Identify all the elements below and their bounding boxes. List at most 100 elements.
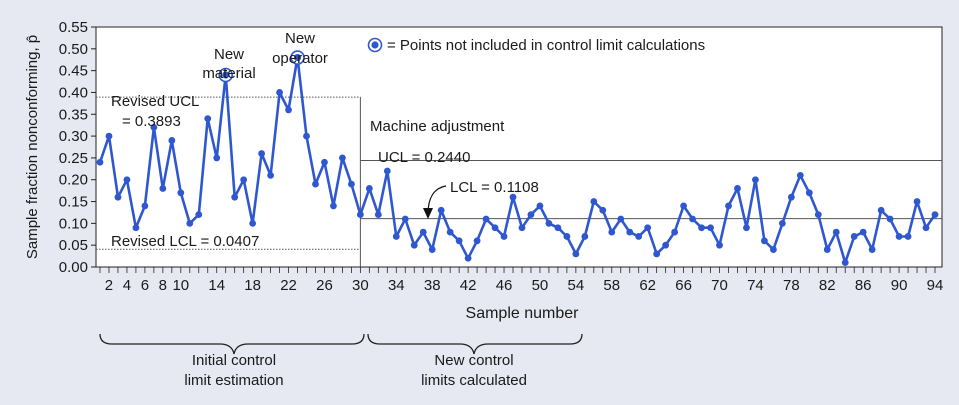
data-point [383,167,391,175]
data-point [644,224,652,232]
data-point [877,206,885,214]
plot-area [95,26,943,268]
data-point [410,241,418,249]
x-tick-label: 70 [711,277,728,294]
y-tick-label: 0.45 [59,63,88,80]
initial-phase-label-line2: limit estimation [184,372,283,389]
data-point [752,176,759,184]
data-point [590,198,598,205]
ucl-label: UCL = 0.2440 [378,149,470,166]
data-point [446,228,454,236]
data-point [913,198,921,205]
data-point [599,206,607,214]
data-point [392,233,400,240]
data-point [105,132,113,140]
data-point [680,202,688,210]
y-tick-label: 0.10 [59,215,88,232]
initial-phase-label-line1: Initial control [192,352,276,369]
data-point [734,185,741,192]
new-limits-phase-brace [367,333,583,355]
data-point [707,224,714,232]
x-tick-label: 14 [208,277,225,294]
data-point [96,158,104,166]
data-point [904,233,912,240]
data-point [653,250,661,258]
data-point [518,224,526,232]
x-tick-label: 54 [568,277,585,294]
data-point [814,211,822,219]
new-limits-phase-label-line2: limits calculated [421,372,527,389]
x-tick-label: 42 [460,277,477,294]
x-tick-label: 38 [424,277,441,294]
x-tick-label: 4 [123,277,131,294]
data-point [204,115,212,123]
data-point [563,233,571,240]
x-tick-label: 78 [783,277,800,294]
y-tick-label: 0.15 [59,194,88,211]
data-point [276,89,283,96]
data-point [186,219,194,227]
y-tick-label: 0.55 [59,19,88,36]
x-tick-label: 66 [675,277,692,294]
x-tick-label: 62 [639,277,656,294]
y-axis-ticks: 0.00 0.05 0.10 0.15 0.20 0.25 0.30 0.35 0.40 0.45… [59,19,96,276]
data-point [258,150,266,157]
data-point [123,176,131,184]
data-point [527,211,535,219]
x-tick-label: 94 [927,277,944,294]
data-point [168,137,176,144]
data-point [159,185,167,192]
x-tick-label: 10 [172,277,189,294]
y-tick-label: 0.40 [59,84,88,101]
data-point [716,241,723,249]
x-tick-label: 8 [159,277,167,294]
x-tick-label: 50 [532,277,549,294]
data-point [419,228,427,236]
annotation-new-material-line1: New [214,46,244,63]
data-point [617,215,625,223]
x-tick-label: 18 [244,277,261,294]
data-point [931,211,939,219]
new-limits-phase-label-line1: New control [434,352,513,369]
data-point [303,132,310,140]
data-point [581,233,589,240]
data-point [608,228,616,236]
y-tick-label: 0.25 [59,150,88,167]
annotation-new-material-line2: material [202,65,255,82]
lcl-pointer-arrowhead-icon [423,208,433,219]
data-point [500,233,508,240]
legend-marker-dot [371,41,379,49]
y-axis-label: Sample fraction nonconforming, p̂ [24,35,41,259]
y-tick-label: 0.35 [59,106,88,123]
x-axis-label: Sample number [466,305,580,322]
excluded-point [222,71,230,79]
data-point [841,259,849,267]
data-point [850,233,858,240]
initial-phase-brace [99,333,365,355]
annotation-new-operator-line1: New [285,30,315,47]
revised-ucl-label-line2: = 0.3893 [122,113,181,130]
revised-lcl-label: Revised LCL = 0.0407 [111,233,259,250]
x-tick-label: 58 [603,277,620,294]
data-point [249,219,257,227]
data-point [796,171,804,179]
x-tick-label: 34 [388,277,405,294]
x-tick-label: 86 [855,277,872,294]
y-tick-label: 0.50 [59,41,88,58]
x-axis-ticks: 2 4 6 8 10 14 18 22 26 30 34 38 42 46 50 54 58 62 66 70 74 78… [99,267,944,294]
data-point [437,206,445,214]
y-tick-label: 0.30 [59,128,88,145]
x-tick-label: 30 [352,277,369,294]
data-point [922,224,930,232]
data-point [698,224,705,232]
machine-adjustment-label: Machine adjustment [370,118,505,135]
data-point [545,219,553,227]
data-point [401,215,409,223]
data-point [671,228,679,236]
data-point [132,224,140,232]
data-point [321,158,328,166]
data-point [213,154,221,162]
data-point [339,154,346,162]
y-tick-label: 0.05 [59,237,88,254]
